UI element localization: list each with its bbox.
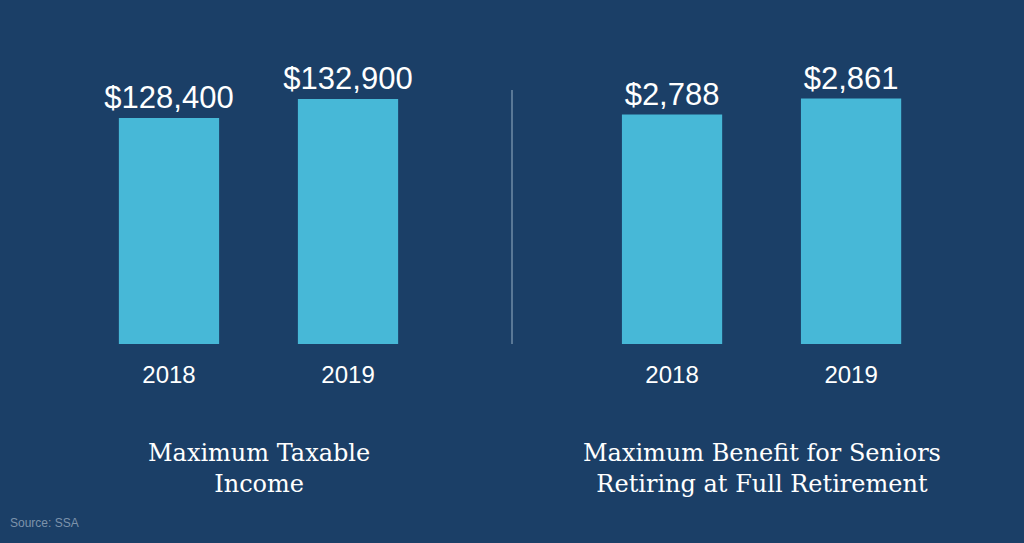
svg-text:2018: 2018 xyxy=(142,361,195,388)
svg-text:$2,861: $2,861 xyxy=(804,61,899,96)
svg-text:Source: SSA: Source: SSA xyxy=(10,516,79,530)
svg-text:Maximum TaxableIncome: Maximum TaxableIncome xyxy=(148,439,370,498)
svg-text:2019: 2019 xyxy=(321,361,374,388)
svg-text:2019: 2019 xyxy=(824,361,877,388)
svg-text:Maximum Benefit for SeniorsRet: Maximum Benefit for SeniorsRetiring at F… xyxy=(583,439,941,498)
svg-text:$2,788: $2,788 xyxy=(625,77,720,112)
svg-text:2018: 2018 xyxy=(645,361,698,388)
svg-text:$132,900: $132,900 xyxy=(283,61,412,96)
svg-text:$128,400: $128,400 xyxy=(104,80,233,115)
